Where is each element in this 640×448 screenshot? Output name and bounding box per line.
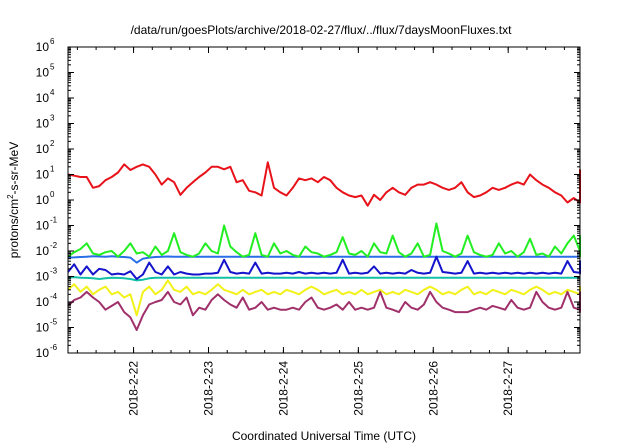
y-tick-label: 10 [36, 40, 50, 54]
y-tick-exponent: 6 [50, 37, 55, 46]
y-tick-label: 10 [36, 168, 50, 182]
y-tick-base: 10 [36, 168, 50, 182]
series-layer [67, 161, 581, 331]
y-tick-label: 10 [36, 244, 50, 258]
x-axis: 2018-2-22 2018-2-23 2018-2-24 2018-2-25 2018… [76, 47, 565, 416]
x-tick-label: 2018-2-26 [426, 361, 440, 416]
y-axis-label-prefix: protons/cm [7, 199, 21, 258]
x-tick-label: 2018-2-27 [501, 361, 515, 416]
y-tick-exponent: -2 [50, 241, 58, 250]
y-axis: 10 -610 -510 -410 -310 -210 -110 010 110 210 310 41… [36, 37, 580, 360]
y-tick-base: 10 [36, 321, 50, 335]
series-line-5 [67, 276, 580, 282]
y-tick-label: 10 [36, 66, 50, 80]
y-tick-base: 10 [36, 295, 50, 309]
y-tick-exponent: 0 [50, 190, 55, 199]
y-tick-base: 10 [36, 193, 50, 207]
y-tick-label: 10 [36, 270, 50, 284]
x-tick-label: 2018-2-25 [351, 361, 365, 416]
y-tick-label: 10 [36, 346, 50, 360]
y-tick-label: 10 [36, 142, 50, 156]
y-tick-exponent: 1 [50, 165, 55, 174]
series-line-1 [67, 161, 581, 207]
x-axis-label: Coordinated Universal Time (UTC) [232, 429, 416, 443]
y-tick-base: 10 [36, 117, 50, 131]
y-tick-exponent: 5 [50, 63, 55, 72]
y-tick-exponent: 4 [50, 88, 55, 97]
y-tick-base: 10 [36, 91, 50, 105]
y-tick-exponent: -3 [50, 267, 58, 276]
y-tick-exponent: -4 [50, 292, 58, 301]
y-tick-base: 10 [36, 270, 50, 284]
plot-frame [67, 46, 581, 354]
x-tick-label: 2018-2-22 [127, 361, 141, 416]
chart-title: /data/run/goesPlots/archive/2018-02-27/f… [131, 23, 513, 37]
y-tick-label: 10 [36, 117, 50, 131]
y-tick-label: 10 [36, 219, 50, 233]
y-tick-base: 10 [36, 66, 50, 80]
y-axis-label: protons/cm2-s-sr-MeV [6, 142, 21, 258]
y-tick-base: 10 [36, 244, 50, 258]
x-tick-label: 2018-2-23 [201, 361, 215, 416]
y-tick-base: 10 [36, 346, 50, 360]
y-tick-label: 10 [36, 321, 50, 335]
y-tick-base: 10 [36, 219, 50, 233]
y-tick-exponent: -1 [50, 216, 58, 225]
y-axis-label-suffix: -s-sr-MeV [7, 142, 21, 195]
y-tick-label: 10 [36, 295, 50, 309]
y-tick-base: 10 [36, 142, 50, 156]
series-line-4 [67, 255, 581, 280]
series-line-2 [67, 222, 581, 258]
y-tick-exponent: 3 [50, 114, 55, 123]
x-tick-label: 2018-2-24 [276, 361, 290, 416]
y-tick-label: 10 [36, 91, 50, 105]
y-axis-label-sup: 2 [6, 194, 15, 199]
y-tick-base: 10 [36, 40, 50, 54]
y-tick-exponent: -5 [50, 318, 58, 327]
series-line-7 [67, 290, 581, 331]
y-tick-label: 10 [36, 193, 50, 207]
y-tick-exponent: -6 [50, 343, 58, 352]
y-tick-exponent: 2 [50, 139, 55, 148]
